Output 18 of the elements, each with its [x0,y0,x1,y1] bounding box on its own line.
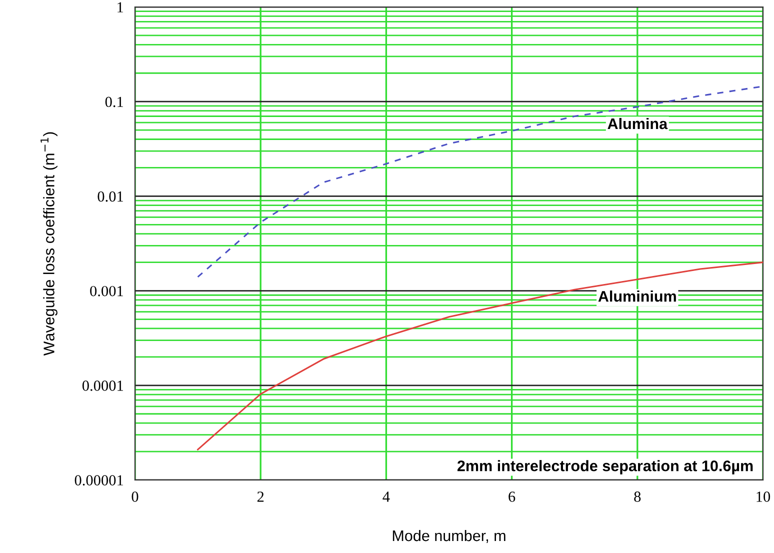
x-axis-title: Mode number, m [392,530,506,543]
y-axis-title: Waveguide loss coefficient (m$^{−1}$) [40,132,58,356]
x-tick-label: 8 [634,492,641,502]
series-label: Aluminium [598,290,676,302]
x-tick-label: 10 [756,492,770,502]
x-tick-label: 6 [508,492,516,502]
annotation: 2mm interelectrode separation at 10.6µm [457,460,753,474]
series-label: Alumina [608,118,668,130]
x-tick-label: 4 [382,492,390,502]
y-tick-label: 1 [118,2,123,12]
y-tick-label: 0.001 [90,286,123,296]
x-tick-label: 0 [132,492,138,502]
x-tick-label: 2 [257,492,264,502]
y-tick-label: 0.0001 [82,380,123,391]
y-tick-label: 0.01 [98,191,123,202]
y-tick-label: 0.1 [105,96,123,108]
line-series [197,262,763,450]
y-tick-label: 0.00001 [74,475,123,486]
